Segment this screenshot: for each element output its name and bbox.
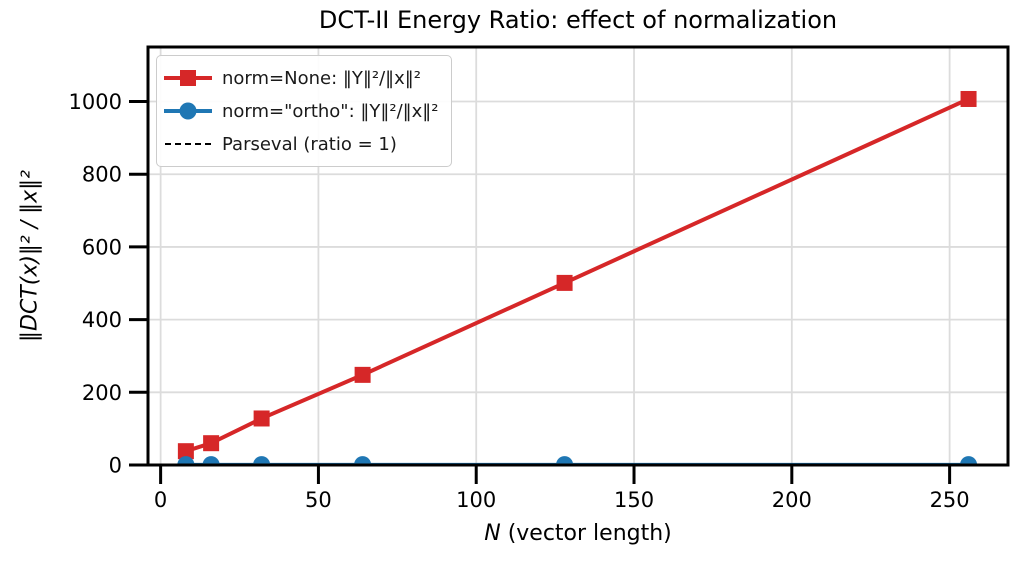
data-point-marker (253, 456, 271, 465)
x-tick-label: 100 (456, 488, 496, 512)
dashed-line-key-icon (165, 143, 211, 145)
blue-circle-key-icon (164, 102, 212, 120)
x-tick-label: 0 (154, 488, 167, 512)
legend-item-label: norm="ortho": ‖Y‖²/‖x‖² (222, 100, 439, 122)
data-point-marker (177, 443, 194, 460)
legend-item: norm=None: ‖Y‖²/‖x‖² (162, 63, 439, 93)
legend: norm=None: ‖Y‖²/‖x‖² norm="ortho": ‖Y‖²/‖… (156, 55, 452, 167)
legend-item-label: Parseval (ratio = 1) (222, 133, 397, 155)
data-point-marker (960, 90, 977, 107)
data-point-marker (177, 456, 195, 465)
x-tick-label: 200 (772, 488, 812, 512)
y-tick-label: 600 (82, 235, 122, 259)
legend-item: norm="ortho": ‖Y‖²/‖x‖² (162, 96, 439, 126)
y-tick-label: 800 (82, 163, 122, 187)
x-tick-label: 50 (305, 488, 332, 512)
data-point-marker (354, 456, 372, 465)
series-norm-none (177, 90, 977, 460)
data-point-marker (203, 435, 220, 452)
data-point-marker (556, 456, 574, 465)
data-point-marker (253, 410, 270, 427)
plot-frame (146, 45, 1010, 467)
axis-ticks (129, 100, 952, 484)
tick-labels: 0 50 100 150 200 250 0 200 400 600 800 1000 (69, 90, 970, 512)
x-tick-label: 250 (930, 488, 970, 512)
y-tick-label: 1000 (69, 90, 122, 114)
x-axis-label: N (vector length) (148, 521, 1008, 546)
data-point-marker (354, 366, 371, 383)
y-axis-label: ‖DCT(x)‖² / ‖x‖² (17, 170, 43, 342)
y-tick-label: 200 (82, 381, 122, 405)
x-tick-label: 150 (614, 488, 654, 512)
chart-title: DCT-II Energy Ratio: effect of normaliza… (318, 6, 838, 34)
legend-item-label: norm=None: ‖Y‖²/‖x‖² (222, 67, 422, 89)
y-tick-label: 400 (82, 308, 122, 332)
legend-item: Parseval (ratio = 1) (162, 129, 439, 159)
x-axis-label-math: N (484, 521, 501, 546)
y-tick-label: 0 (109, 454, 122, 478)
data-point-marker (556, 274, 573, 291)
data-point-marker (960, 456, 978, 465)
red-square-key-icon (164, 70, 212, 86)
data-point-marker (202, 456, 220, 465)
x-axis-label-rest: (vector length) (500, 521, 672, 546)
